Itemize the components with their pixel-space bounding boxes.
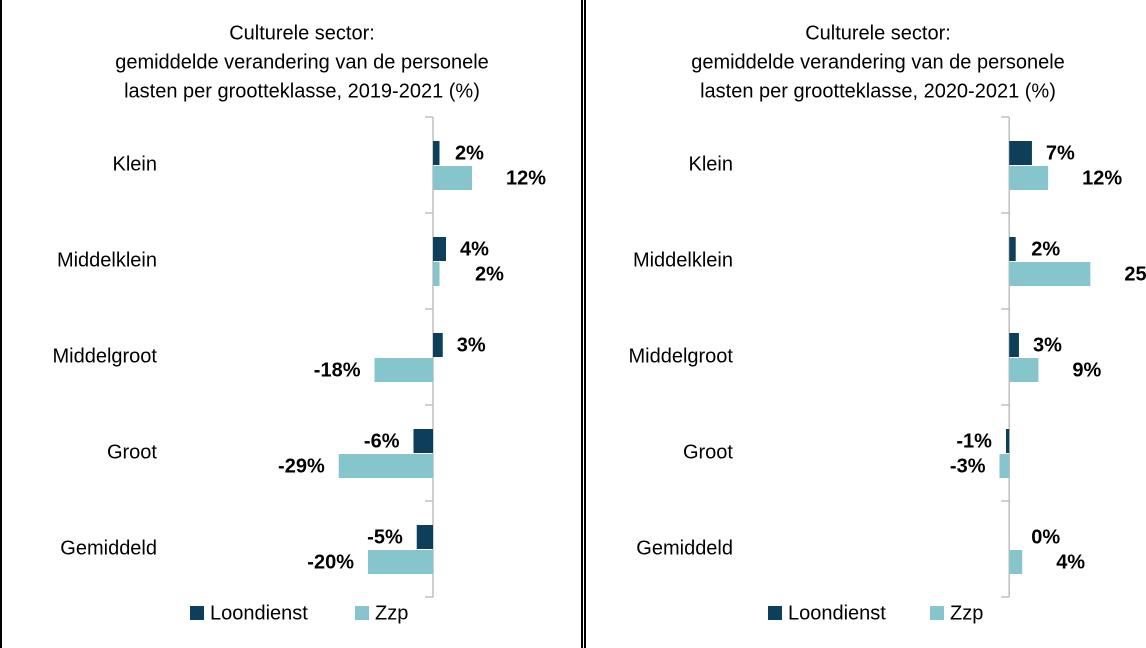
legend-label: Zzp bbox=[375, 602, 408, 624]
value-label: 2% bbox=[455, 142, 484, 164]
value-label: -3% bbox=[950, 455, 986, 477]
bar bbox=[433, 141, 440, 165]
bar bbox=[413, 429, 433, 453]
chart-title: Culturele sector: bbox=[805, 22, 951, 44]
bar bbox=[1009, 262, 1091, 286]
chart-title: lasten per grootteklasse, 2020-2021 (%) bbox=[700, 80, 1056, 102]
bar bbox=[1009, 166, 1049, 190]
value-label: -6% bbox=[364, 430, 400, 452]
category-label: Klein bbox=[113, 153, 157, 175]
chart-title: Culturele sector: bbox=[229, 22, 375, 44]
panel-border bbox=[584, 0, 586, 648]
bar bbox=[433, 333, 443, 357]
value-label: 2% bbox=[1031, 238, 1060, 260]
bar bbox=[1009, 550, 1023, 574]
category-label: Groot bbox=[683, 441, 733, 463]
bar bbox=[1005, 429, 1010, 453]
legend-swatch bbox=[190, 606, 204, 620]
value-label: 3% bbox=[457, 334, 486, 356]
bar bbox=[1009, 333, 1019, 357]
category-label: Groot bbox=[107, 441, 157, 463]
value-label: 4% bbox=[460, 238, 489, 260]
category-label: Klein bbox=[689, 153, 733, 175]
value-label: -1% bbox=[956, 430, 992, 452]
legend-label: Zzp bbox=[950, 602, 983, 624]
bar bbox=[1009, 237, 1016, 261]
value-label: 4% bbox=[1056, 551, 1085, 573]
bar bbox=[1009, 358, 1039, 382]
chart-title: gemiddelde verandering van de personele bbox=[115, 51, 489, 73]
legend-swatch bbox=[768, 606, 782, 620]
value-label: 3% bbox=[1033, 334, 1062, 356]
bar bbox=[368, 550, 433, 574]
bar bbox=[999, 454, 1010, 478]
legend-label: Loondienst bbox=[788, 602, 886, 624]
category-label: Middelgroot bbox=[628, 345, 733, 367]
value-label: 7% bbox=[1046, 142, 1075, 164]
bar bbox=[433, 262, 440, 286]
value-label: 25% bbox=[1124, 263, 1146, 285]
panel-border bbox=[0, 0, 583, 648]
value-label: -5% bbox=[367, 526, 403, 548]
category-label: Middelklein bbox=[633, 249, 733, 271]
bar bbox=[1009, 141, 1032, 165]
value-label: 12% bbox=[506, 167, 546, 189]
bar bbox=[374, 358, 433, 382]
value-label: 9% bbox=[1072, 359, 1101, 381]
bar bbox=[433, 166, 472, 190]
value-label: -18% bbox=[314, 359, 361, 381]
category-label: Gemiddeld bbox=[636, 537, 733, 559]
category-label: Middelgroot bbox=[52, 345, 157, 367]
bar bbox=[338, 454, 433, 478]
value-label: 12% bbox=[1082, 167, 1122, 189]
value-label: 2% bbox=[475, 263, 504, 285]
chart-title: lasten per grootteklasse, 2019-2021 (%) bbox=[124, 80, 480, 102]
category-label: Middelklein bbox=[57, 249, 157, 271]
value-label: -29% bbox=[278, 455, 325, 477]
legend-swatch bbox=[930, 606, 944, 620]
chart-title: gemiddelde verandering van de personele bbox=[691, 51, 1065, 73]
category-label: Gemiddeld bbox=[60, 537, 157, 559]
legend-label: Loondienst bbox=[210, 602, 308, 624]
bar bbox=[433, 237, 446, 261]
value-label: 0% bbox=[1031, 526, 1060, 548]
legend-swatch bbox=[355, 606, 369, 620]
value-label: -20% bbox=[307, 551, 354, 573]
bar bbox=[416, 525, 433, 549]
